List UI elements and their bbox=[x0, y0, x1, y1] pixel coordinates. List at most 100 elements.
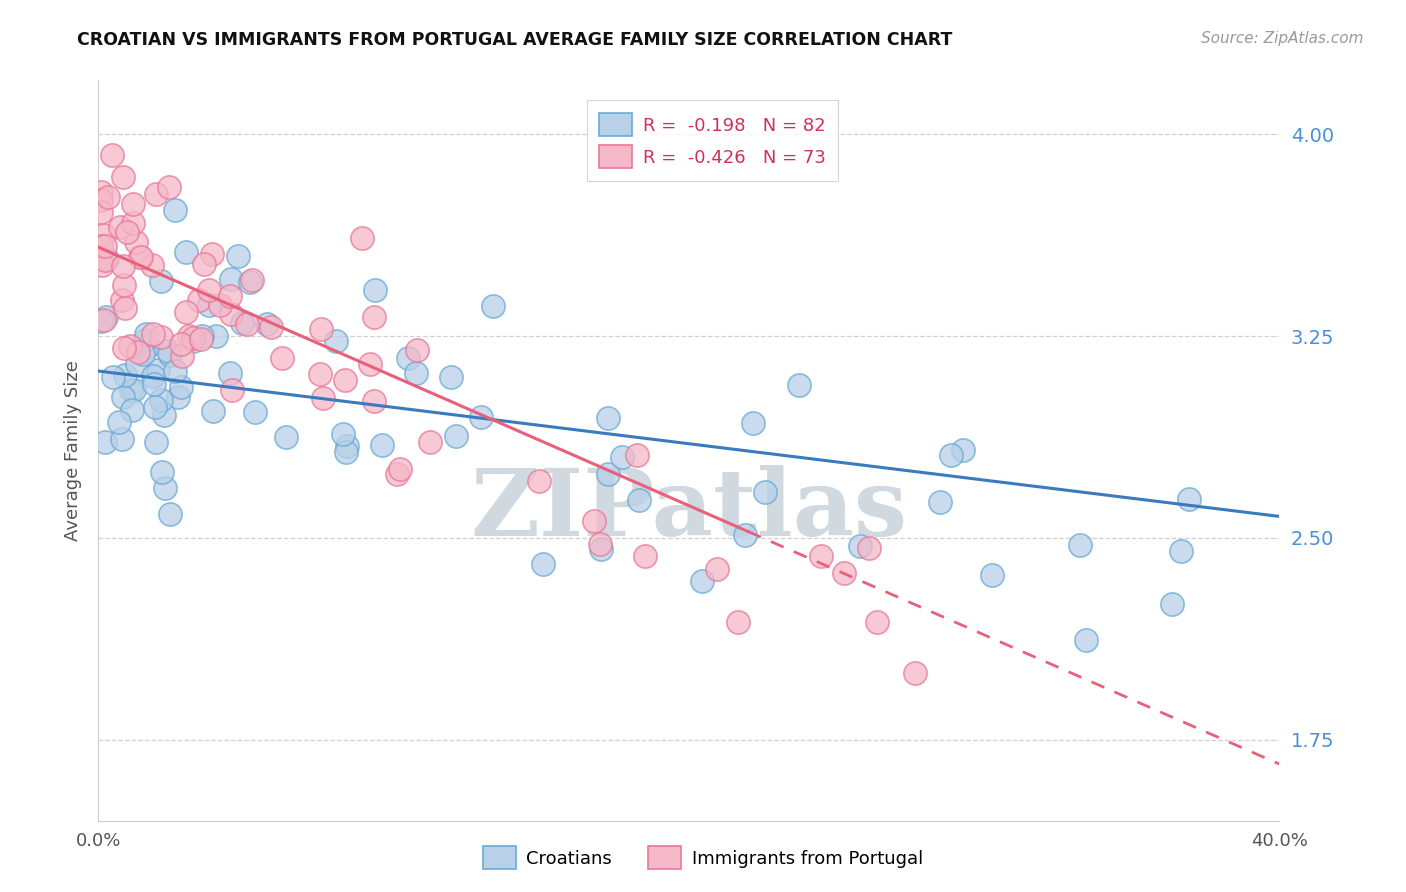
Point bbox=[370, 438, 392, 452]
Point bbox=[134, 333, 156, 347]
Point bbox=[111, 432, 134, 446]
Point bbox=[167, 390, 190, 404]
Point bbox=[231, 316, 253, 330]
Point bbox=[610, 450, 633, 464]
Point bbox=[221, 384, 243, 398]
Point bbox=[742, 417, 765, 431]
Point bbox=[396, 351, 419, 366]
Point bbox=[128, 250, 150, 264]
Point bbox=[163, 203, 186, 218]
Legend: Croatians, Immigrants from Portugal: Croatians, Immigrants from Portugal bbox=[474, 838, 932, 879]
Legend: R =  -0.198   N = 82, R =  -0.426   N = 73: R = -0.198 N = 82, R = -0.426 N = 73 bbox=[586, 101, 838, 181]
Point bbox=[980, 567, 1002, 582]
Point bbox=[406, 343, 429, 357]
Point bbox=[470, 410, 492, 425]
Point bbox=[359, 357, 381, 371]
Point bbox=[598, 411, 620, 425]
Point bbox=[866, 615, 889, 629]
Point bbox=[1170, 543, 1192, 558]
Point bbox=[405, 367, 427, 381]
Point bbox=[155, 481, 177, 495]
Point bbox=[243, 404, 266, 418]
Point bbox=[589, 537, 612, 551]
Point bbox=[169, 380, 191, 394]
Point bbox=[191, 328, 214, 343]
Point bbox=[787, 377, 810, 392]
Point bbox=[848, 539, 870, 553]
Point bbox=[242, 273, 264, 287]
Point bbox=[218, 367, 240, 381]
Point bbox=[93, 313, 115, 327]
Point bbox=[589, 541, 612, 556]
Point bbox=[150, 465, 173, 479]
Point bbox=[363, 393, 385, 408]
Point bbox=[198, 298, 221, 312]
Point bbox=[928, 495, 950, 509]
Point bbox=[157, 179, 180, 194]
Point bbox=[127, 344, 149, 359]
Point bbox=[193, 257, 215, 271]
Point bbox=[135, 341, 157, 355]
Point bbox=[142, 376, 165, 391]
Point bbox=[754, 484, 776, 499]
Point bbox=[832, 566, 855, 580]
Point bbox=[159, 507, 181, 521]
Point bbox=[583, 514, 606, 528]
Point bbox=[201, 247, 224, 261]
Point bbox=[419, 434, 441, 449]
Point bbox=[114, 301, 136, 315]
Point bbox=[1178, 491, 1201, 506]
Point bbox=[115, 225, 138, 239]
Point bbox=[332, 426, 354, 441]
Point bbox=[218, 289, 240, 303]
Point bbox=[142, 369, 165, 384]
Point bbox=[149, 274, 172, 288]
Point bbox=[94, 253, 117, 268]
Point bbox=[135, 327, 157, 342]
Point bbox=[90, 193, 112, 207]
Point bbox=[169, 337, 191, 351]
Point bbox=[176, 305, 198, 319]
Point bbox=[181, 331, 204, 345]
Y-axis label: Average Family Size: Average Family Size bbox=[63, 360, 82, 541]
Point bbox=[201, 404, 224, 418]
Point bbox=[440, 370, 463, 384]
Point bbox=[112, 342, 135, 356]
Point bbox=[197, 283, 219, 297]
Point bbox=[236, 317, 259, 331]
Point bbox=[626, 448, 648, 462]
Point bbox=[810, 549, 832, 563]
Point bbox=[598, 467, 620, 481]
Point bbox=[114, 368, 136, 383]
Point bbox=[309, 322, 332, 336]
Point bbox=[121, 216, 143, 230]
Point bbox=[149, 393, 172, 408]
Point bbox=[90, 258, 112, 272]
Point bbox=[226, 250, 249, 264]
Point bbox=[174, 245, 197, 260]
Point bbox=[127, 357, 149, 371]
Point bbox=[112, 390, 135, 404]
Point bbox=[239, 275, 262, 289]
Point bbox=[129, 250, 152, 264]
Point bbox=[108, 220, 131, 235]
Point bbox=[952, 443, 974, 458]
Point bbox=[1069, 539, 1091, 553]
Point bbox=[219, 307, 242, 321]
Point bbox=[122, 383, 145, 397]
Point bbox=[159, 348, 181, 362]
Point bbox=[308, 368, 330, 382]
Point bbox=[152, 408, 174, 422]
Point bbox=[179, 329, 201, 343]
Point bbox=[145, 434, 167, 449]
Point bbox=[387, 467, 409, 482]
Point bbox=[270, 351, 292, 366]
Point bbox=[256, 318, 278, 332]
Point bbox=[163, 363, 186, 377]
Text: ZIPatlas: ZIPatlas bbox=[471, 465, 907, 555]
Point bbox=[276, 430, 298, 444]
Point bbox=[904, 665, 927, 680]
Point bbox=[94, 434, 117, 449]
Point bbox=[142, 327, 165, 342]
Point bbox=[94, 310, 117, 324]
